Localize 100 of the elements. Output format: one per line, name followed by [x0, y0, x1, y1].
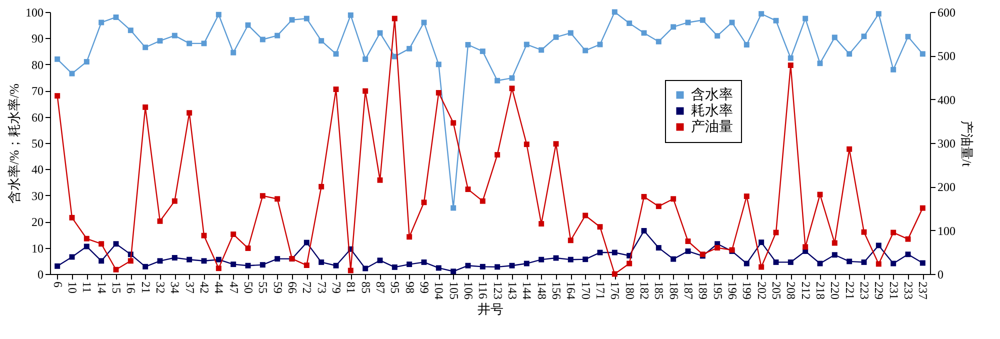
point — [274, 196, 280, 202]
x-tick-label: 10 — [66, 282, 80, 294]
x-tick-label: 59 — [270, 282, 285, 294]
x-tick-label: 47 — [226, 282, 241, 294]
x-tick-label: 231 — [886, 282, 901, 300]
x-tick-label: 87 — [374, 282, 388, 294]
x-tick-label: 79 — [330, 282, 344, 294]
point — [890, 66, 896, 72]
x-tick-label: 42 — [198, 282, 212, 294]
x-tick-label: 218 — [814, 282, 828, 300]
point — [157, 38, 163, 44]
x-tick-label: 144 — [520, 282, 534, 300]
x-axis-title: 井号 — [478, 302, 504, 316]
point — [362, 56, 368, 62]
point — [656, 245, 662, 251]
point — [465, 186, 471, 192]
point — [128, 258, 134, 264]
x-tick-label: 229 — [872, 282, 886, 300]
x-tick-label: 195 — [710, 282, 725, 300]
point — [846, 51, 852, 57]
point — [318, 38, 324, 44]
x-tick-label: 21 — [138, 282, 153, 294]
point — [817, 60, 823, 66]
point — [788, 55, 794, 61]
point — [54, 263, 60, 269]
x-tick-label: 98 — [402, 282, 417, 294]
x-tick-label: 14 — [94, 282, 109, 294]
point — [362, 88, 368, 94]
x-tick-label: 81 — [344, 282, 358, 294]
y2-tick-label: 300 — [938, 136, 956, 150]
point — [377, 258, 383, 264]
point — [54, 93, 60, 99]
y-tick-label: 50 — [32, 136, 44, 150]
point — [172, 32, 178, 38]
point — [876, 242, 882, 248]
point — [890, 260, 896, 266]
point — [568, 30, 574, 36]
point — [582, 48, 588, 54]
point — [318, 259, 324, 265]
x-tick-label: 164 — [564, 282, 578, 300]
point — [260, 36, 266, 42]
point — [421, 259, 427, 265]
point — [186, 110, 192, 116]
point — [744, 194, 750, 200]
point — [582, 256, 588, 262]
point — [802, 244, 808, 250]
x-tick-label: 189 — [696, 282, 710, 300]
y-tick-label: 40 — [32, 162, 44, 177]
x-tick-label: 196 — [726, 282, 740, 300]
point — [333, 86, 339, 92]
point — [480, 48, 486, 54]
point — [465, 42, 471, 48]
point — [788, 259, 794, 265]
point — [289, 17, 295, 23]
x-tick-label: 199 — [740, 282, 754, 300]
point — [685, 20, 691, 26]
point — [142, 44, 148, 50]
x-tick-label: 170 — [578, 282, 593, 300]
y-tick-label: 90 — [32, 32, 44, 46]
point — [186, 256, 192, 262]
y2-tick-label: 500 — [938, 49, 956, 64]
point — [553, 141, 559, 147]
point — [392, 264, 398, 270]
point — [524, 260, 530, 266]
x-tick-label: 202 — [754, 282, 769, 300]
x-tick-label: 156 — [550, 282, 564, 300]
legend-label: 含水率 — [691, 87, 733, 103]
point — [436, 265, 442, 271]
x-tick-label: 237 — [916, 282, 930, 300]
point — [538, 256, 544, 262]
point — [377, 177, 383, 183]
point — [201, 40, 207, 46]
point — [685, 248, 691, 254]
point — [216, 266, 222, 272]
point — [54, 56, 60, 62]
point — [714, 245, 720, 251]
point — [98, 241, 104, 247]
point — [524, 42, 530, 48]
point — [494, 152, 500, 158]
x-tick-label: 55 — [256, 282, 270, 294]
point — [905, 34, 911, 40]
point — [274, 32, 280, 38]
point — [450, 120, 456, 126]
point — [113, 266, 119, 272]
point — [612, 271, 618, 277]
point — [113, 14, 119, 20]
point — [758, 240, 764, 246]
point — [788, 62, 794, 68]
point — [186, 40, 192, 46]
y2-tick-label: 0 — [938, 268, 944, 282]
y2-tick-label: 100 — [938, 224, 956, 238]
point — [656, 204, 662, 210]
point — [802, 16, 808, 22]
point — [612, 9, 618, 15]
point — [626, 20, 632, 26]
point — [509, 262, 515, 268]
point — [230, 232, 236, 237]
x-tick-label: 180 — [622, 282, 637, 300]
point — [245, 22, 251, 28]
point — [436, 62, 442, 68]
